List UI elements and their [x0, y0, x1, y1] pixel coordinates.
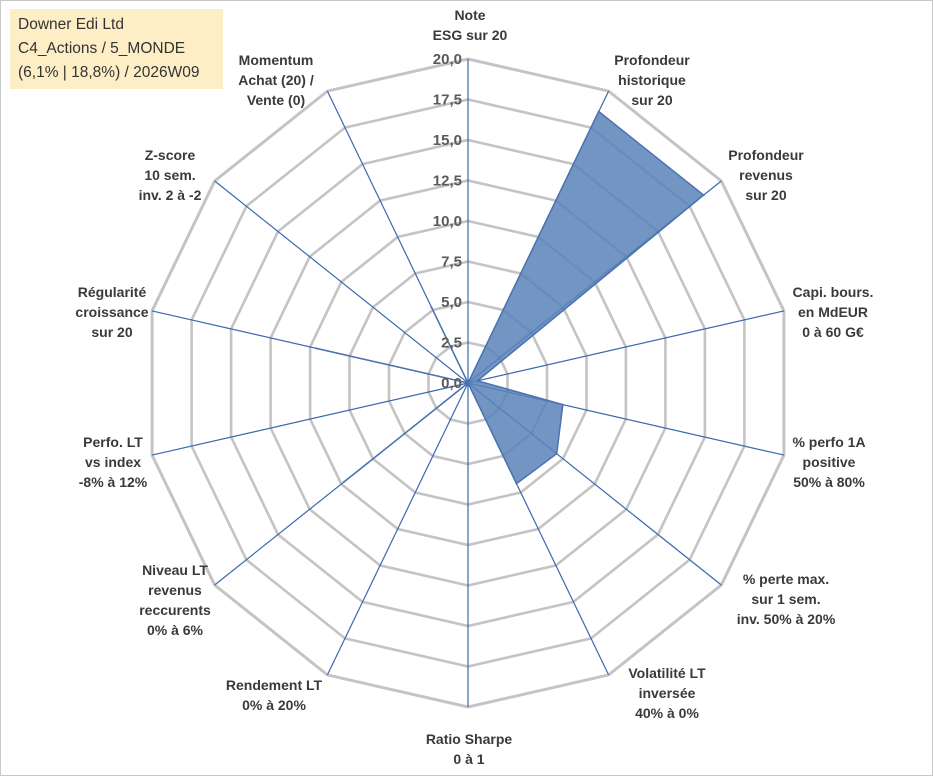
axis-label-line: sur 20 — [91, 324, 132, 340]
axis-spoke-11 — [151, 382, 469, 456]
axis-label-line: reccurents — [139, 602, 211, 618]
axis-label-7: Volatilité LT inversée 40% à 0% — [628, 665, 706, 721]
axis-label-line: Momentum — [239, 52, 314, 68]
axis-label-line: Volatilité LT — [628, 665, 706, 681]
axis-label-line: revenus — [148, 582, 202, 598]
data-point-4 — [476, 379, 479, 382]
data-point-6 — [555, 452, 558, 455]
axis-label-line: Régularité — [78, 284, 147, 300]
category-label: C4_Actions / 5_MONDE — [18, 40, 186, 57]
axis-spoke-13 — [214, 180, 469, 384]
axis-label-line: Ratio Sharpe — [426, 731, 513, 747]
tick-label: 2,5 — [441, 335, 462, 352]
axis-label-10: Niveau LT revenus reccurents 0% à 6% — [139, 562, 211, 638]
axis-label-line: 10 sem. — [144, 167, 195, 183]
axis-label-14: Momentum Achat (20) / Vente (0) — [238, 52, 314, 108]
axis-label-12: Régularité croissance sur 20 — [75, 284, 148, 340]
axis-label-8: Ratio Sharpe 0 à 1 — [426, 731, 513, 767]
axis-label-3: Profondeur revenus sur 20 — [728, 147, 804, 203]
tick-label: 7,5 — [441, 254, 462, 271]
tick-label: 15,0 — [433, 132, 462, 149]
axis-label-line: 0 à 60 G€ — [802, 324, 864, 340]
data-point-3 — [702, 194, 705, 197]
axis-label-line: Note — [454, 7, 485, 23]
data-point-2 — [597, 110, 600, 113]
axis-label-line: Capi. bours. — [793, 284, 874, 300]
axis-label-line: ESG sur 20 — [433, 27, 508, 43]
axis-label-line: Perfo. LT — [83, 434, 143, 450]
axis-label-line: 50% à 80% — [793, 474, 865, 490]
axis-label-line: 0% à 6% — [147, 622, 204, 638]
axis-label-line: croissance — [75, 304, 148, 320]
axis-label-5: % perfo 1A positive 50% à 80% — [792, 434, 865, 490]
axis-label-6: % perte max. sur 1 sem. inv. 50% à 20% — [737, 571, 836, 627]
axis-label-line: sur 20 — [745, 187, 786, 203]
axis-label-line: revenus — [739, 167, 793, 183]
company-name: Downer Edi Ltd — [18, 16, 124, 33]
axis-label-line: Z-score — [145, 147, 196, 163]
axis-label-11: Perfo. LT vs index -8% à 12% — [79, 434, 148, 490]
axis-label-line: -8% à 12% — [79, 474, 148, 490]
axis-label-line: inv. 50% à 20% — [737, 611, 836, 627]
tick-label: 0,0 — [441, 375, 462, 392]
data-point-10 — [342, 481, 345, 483]
axis-label-line: 0% à 20% — [242, 697, 306, 713]
data-point-12 — [315, 347, 318, 350]
axis-spoke-9 — [326, 382, 469, 676]
axis-label-line: inversée — [639, 685, 696, 701]
tick-label: 5,0 — [441, 294, 462, 311]
axis-label-line: vs index — [85, 454, 141, 470]
axis-label-line: Profondeur — [614, 52, 690, 68]
axis-label-line: % perte max. — [743, 571, 829, 587]
axis-label-line: inv. 2 à -2 — [139, 187, 202, 203]
axis-label-line: Profondeur — [728, 147, 804, 163]
axis-label-4: Capi. bours. en MdEUR 0 à 60 G€ — [793, 284, 874, 340]
data-point-13 — [467, 382, 469, 384]
axis-label-line: en MdEUR — [798, 304, 868, 320]
axis-label-13: Z-score 10 sem. inv. 2 à -2 — [139, 147, 202, 203]
axis-label-line: Vente (0) — [247, 92, 305, 108]
performance-period: (6,1% | 18,8%) / 2026W09 — [18, 64, 200, 81]
tick-label: 12,5 — [433, 173, 462, 190]
axis-label-line: sur 20 — [631, 92, 672, 108]
tick-label: 20,0 — [433, 51, 462, 68]
axis-label-line: 0 à 1 — [453, 751, 484, 767]
info-box: Downer Edi Ltd C4_Actions / 5_MONDE (6,1… — [10, 9, 223, 89]
axis-label-1: Note ESG sur 20 — [433, 7, 508, 43]
axis-spoke-4 — [467, 310, 785, 384]
axis-label-line: positive — [803, 454, 856, 470]
data-point-7 — [515, 482, 518, 485]
data-point-14 — [430, 306, 433, 309]
axis-label-line: historique — [618, 72, 686, 88]
axis-label-line: Rendement LT — [226, 677, 323, 693]
axis-label-9: Rendement LT 0% à 20% — [226, 677, 323, 713]
axis-label-line: 40% à 0% — [635, 705, 699, 721]
axis-label-line: sur 1 sem. — [751, 591, 820, 607]
axis-label-line: Achat (20) / — [238, 72, 314, 88]
axis-label-line: Niveau LT — [142, 562, 208, 578]
tick-label: 17,5 — [433, 92, 462, 109]
data-point-5 — [561, 403, 564, 406]
series-area-1 — [315, 110, 705, 485]
axis-label-2: Profondeur historique sur 20 — [614, 52, 690, 108]
tick-label: 10,0 — [433, 213, 462, 230]
axis-label-line: % perfo 1A — [792, 434, 865, 450]
